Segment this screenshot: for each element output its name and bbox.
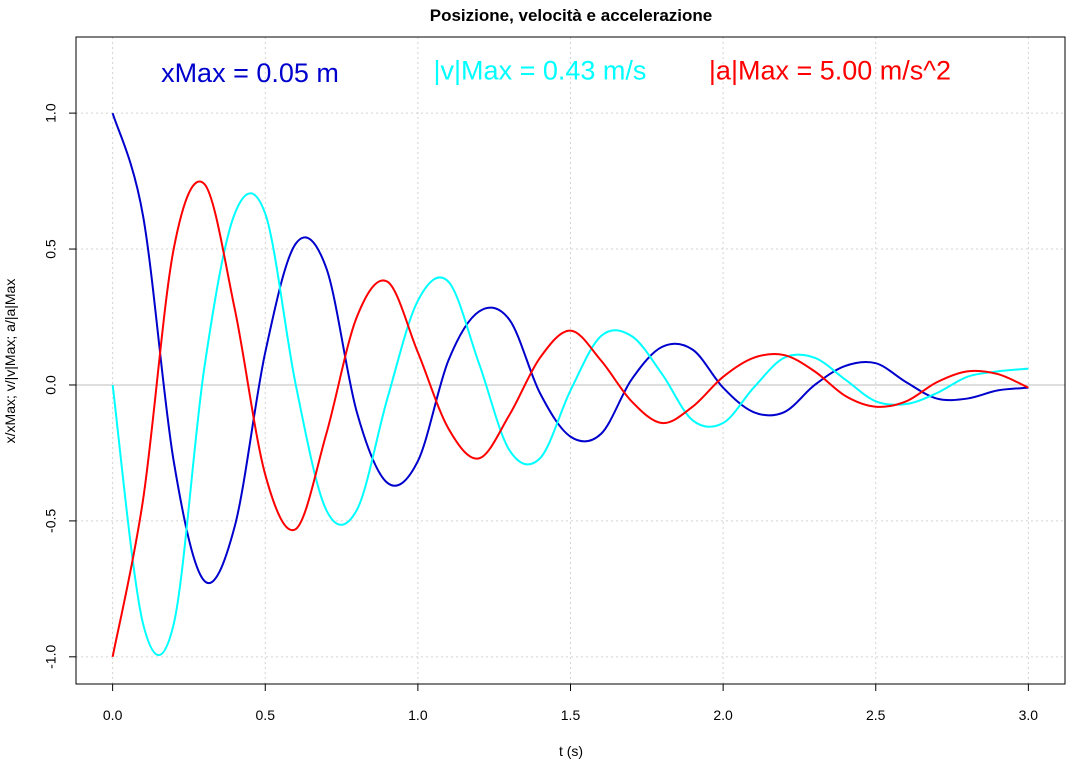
chart-title: Posizione, velocità e accelerazione — [430, 6, 713, 25]
annotations: xMax = 0.05 m |v|Max = 0.43 m/s |a|Max = 5… — [161, 55, 951, 88]
y-tick-label: 1.0 — [43, 103, 59, 123]
x-tick-label: 0.0 — [103, 707, 123, 723]
annotation-2: |v|Max = 0.43 m/s — [434, 55, 647, 85]
x-tick-label: 3.0 — [1019, 707, 1039, 723]
annotation-1: xMax = 0.05 m — [161, 58, 339, 88]
series-line-1 — [111, 112, 1029, 584]
y-tick-label: 0.5 — [43, 239, 59, 259]
annotation-3: |a|Max = 5.00 m/s^2 — [709, 55, 951, 85]
y-axis-label: x/xMax; v/|v|Max; a/|a|Max — [2, 279, 18, 444]
series-layer — [111, 112, 1029, 658]
x-tick-label: 0.5 — [256, 707, 276, 723]
series-line-2 — [111, 192, 1029, 657]
x-tick-label: 1.0 — [408, 707, 428, 723]
x-axis: 0.0 0.5 1.0 1.5 2.0 2.5 3.0 — [103, 683, 1039, 723]
y-tick-label: 0.0 — [43, 375, 59, 395]
x-tick-label: 1.5 — [561, 707, 581, 723]
series-line-3 — [111, 180, 1029, 658]
x-tick-label: 2.0 — [713, 707, 733, 723]
y-tick-label: -1.0 — [43, 645, 59, 669]
x-tick-label: 2.5 — [866, 707, 886, 723]
y-tick-label: -0.5 — [43, 509, 59, 533]
y-axis: -1.0 -0.5 0.0 0.5 1.0 — [43, 103, 77, 669]
x-axis-label: t (s) — [559, 743, 583, 759]
